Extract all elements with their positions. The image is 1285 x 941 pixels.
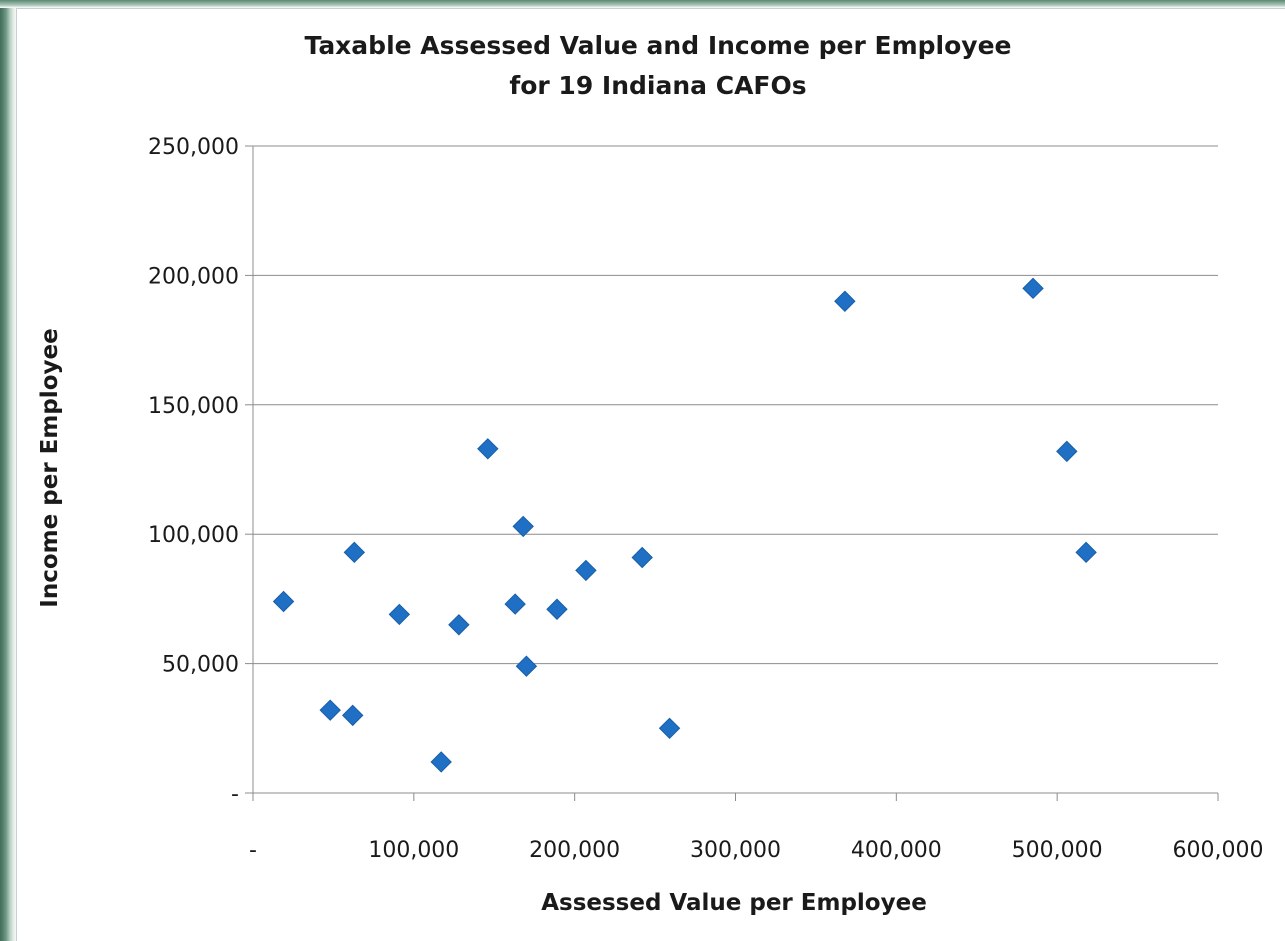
data-point xyxy=(512,515,534,538)
data-point xyxy=(448,614,470,636)
data-point xyxy=(1022,277,1044,300)
data-point xyxy=(430,751,452,773)
x-tick-label: - xyxy=(249,838,257,863)
data-point xyxy=(504,593,526,615)
y-tick-label: 50,000 xyxy=(162,653,239,678)
x-tick-label: 300,000 xyxy=(690,838,781,863)
chart-subtitle: for 19 Indiana CAFOs xyxy=(509,71,806,100)
chart-area: Taxable Assessed Value and Income per Em… xyxy=(16,8,1285,941)
scatter-chart: Taxable Assessed Value and Income per Em… xyxy=(37,31,1263,916)
data-point xyxy=(477,438,499,460)
x-tick-label: 400,000 xyxy=(851,838,942,863)
window-top-strip xyxy=(0,0,1285,8)
y-tick-label: 150,000 xyxy=(148,394,239,419)
data-point xyxy=(658,717,681,740)
data-points xyxy=(272,277,1097,773)
chart-title: Taxable Assessed Value and Income per Em… xyxy=(304,31,1011,60)
data-point xyxy=(546,598,568,620)
y-tick-label: 100,000 xyxy=(148,523,239,548)
y-tick-label: 200,000 xyxy=(148,264,239,289)
data-point xyxy=(515,655,538,677)
x-tick-label: 500,000 xyxy=(1012,838,1103,863)
data-point xyxy=(388,603,411,626)
data-point xyxy=(575,559,597,582)
data-point xyxy=(319,699,341,721)
x-tick-labels: - 100,000 200,000 300,000 400,000 500,000 600,… xyxy=(249,838,1263,863)
data-point xyxy=(834,290,856,312)
x-tick-label: 200,000 xyxy=(529,838,620,863)
y-axis-title: Income per Employee xyxy=(37,328,63,607)
x-tick-label: 600,000 xyxy=(1173,838,1264,863)
axes xyxy=(245,145,1219,801)
data-point xyxy=(1056,440,1078,463)
gridlines xyxy=(253,145,1218,665)
x-tick-label: 100,000 xyxy=(368,838,459,863)
data-point xyxy=(343,541,366,564)
data-point xyxy=(342,704,364,727)
x-axis-title: Assessed Value per Employee xyxy=(541,890,927,916)
data-point xyxy=(272,590,295,613)
y-tick-labels: - 50,000 100,000 150,000 200,000 250,000 xyxy=(148,135,239,807)
data-point xyxy=(1075,541,1097,564)
y-tick-label: 250,000 xyxy=(148,135,239,160)
y-tick-label: - xyxy=(231,782,239,807)
data-point xyxy=(631,546,653,569)
